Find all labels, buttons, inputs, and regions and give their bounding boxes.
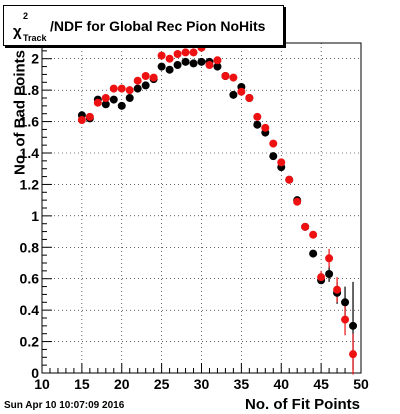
x-tick-label: 20: [114, 376, 130, 392]
datestamp: Sun Apr 10 10:07:09 2016: [4, 400, 125, 411]
data-point-series-2: [325, 254, 334, 263]
chart-title: χ 2 Track /NDF for Global Rec Pion NoHit…: [3, 5, 284, 46]
data-point-series-2: [277, 158, 286, 167]
data-point-series-2: [101, 94, 110, 102]
x-axis-label: No. of Fit Points: [245, 396, 360, 413]
data-point-series-1: [349, 321, 358, 330]
data-point-series-2: [333, 285, 342, 294]
data-point-series-1: [229, 90, 238, 99]
data-points: [77, 43, 358, 359]
data-point-series-1: [173, 61, 182, 69]
data-point-series-1: [109, 95, 118, 104]
data-point-series-1: [325, 270, 334, 278]
x-tick-label: 25: [154, 376, 170, 392]
x-tick-label: 35: [234, 376, 250, 392]
y-tick-label: 1.8: [20, 82, 40, 98]
data-point-series-2: [141, 72, 150, 80]
y-axis-label: No. of Bad Points: [11, 50, 29, 175]
x-tick-label: 15: [74, 376, 90, 392]
title-chi-symbol: χ: [13, 23, 22, 40]
data-point-series-1: [269, 152, 278, 161]
data-point-series-2: [237, 87, 246, 96]
data-point-series-1: [117, 101, 126, 110]
data-point-series-2: [85, 112, 94, 121]
x-tick-label: 50: [353, 376, 369, 392]
data-point-series-2: [269, 139, 278, 148]
title-text: /NDF for Global Rec Pion NoHits: [50, 18, 266, 34]
title-subscript: Track: [23, 33, 47, 43]
data-point-series-1: [181, 57, 190, 66]
x-tick-label: 40: [273, 376, 289, 392]
data-point-series-2: [173, 50, 182, 58]
y-tick-label: 0.8: [20, 239, 40, 255]
data-point-series-2: [245, 94, 254, 102]
y-tick-label: 1.4: [20, 145, 40, 161]
data-point-series-1: [197, 57, 206, 66]
y-tick-label: 0.6: [20, 271, 40, 287]
data-point-series-2: [341, 315, 350, 324]
data-point-series-2: [181, 48, 190, 57]
data-point-series-2: [189, 48, 198, 57]
data-point-series-1: [189, 59, 198, 68]
data-point-series-1: [253, 120, 262, 129]
data-point-series-2: [125, 86, 134, 95]
data-point-series-2: [165, 54, 174, 63]
axis-ticks: [41, 50, 362, 374]
data-point-series-1: [309, 249, 318, 258]
data-point-series-1: [101, 100, 110, 109]
data-point-series-2: [157, 51, 166, 60]
data-point-series-2: [349, 350, 358, 359]
data-point-series-2: [253, 112, 262, 121]
data-point-series-2: [309, 230, 318, 239]
data-point-series-2: [93, 98, 102, 107]
data-point-series-2: [77, 116, 86, 124]
tick-labels: 10 15 20 25 30 35 40 45 50 0 0.2 0.4 0.6 0.8 1 1.2 1.4 1.…: [20, 51, 369, 392]
data-point-series-2: [261, 123, 270, 132]
data-point-series-2: [301, 222, 310, 231]
grid: [42, 43, 361, 373]
data-point-series-2: [109, 84, 118, 93]
data-point-series-1: [141, 81, 150, 90]
error-bars: [320, 248, 354, 375]
x-tick-label: 10: [34, 376, 50, 392]
x-tick-label: 45: [313, 376, 329, 392]
data-point-series-1: [165, 65, 174, 74]
y-tick-label: 2: [31, 51, 39, 67]
data-point-series-1: [341, 298, 350, 307]
y-tick-label: 1.6: [20, 114, 40, 130]
data-point-series-1: [157, 62, 166, 71]
data-point-series-2: [133, 76, 142, 85]
data-point-series-2: [213, 56, 222, 65]
data-point-series-1: [125, 94, 134, 102]
x-tick-label: 30: [194, 376, 210, 392]
data-point-series-2: [317, 273, 326, 282]
data-point-series-2: [293, 197, 302, 206]
y-tick-label: 0.2: [20, 334, 40, 350]
data-point-series-2: [149, 73, 158, 82]
title-superscript: 2: [23, 11, 29, 21]
data-point-series-2: [285, 175, 294, 184]
y-tick-label: 1: [31, 208, 39, 224]
data-point-series-2: [117, 84, 126, 93]
data-point-series-2: [205, 61, 214, 69]
y-tick-label: 1.2: [20, 176, 40, 192]
y-tick-label: 0.4: [20, 302, 40, 318]
data-point-series-2: [229, 73, 238, 82]
data-point-series-1: [133, 84, 142, 93]
data-point-series-2: [221, 72, 230, 80]
y-tick-label: 0: [31, 365, 39, 381]
data-point-series-1: [213, 62, 222, 71]
